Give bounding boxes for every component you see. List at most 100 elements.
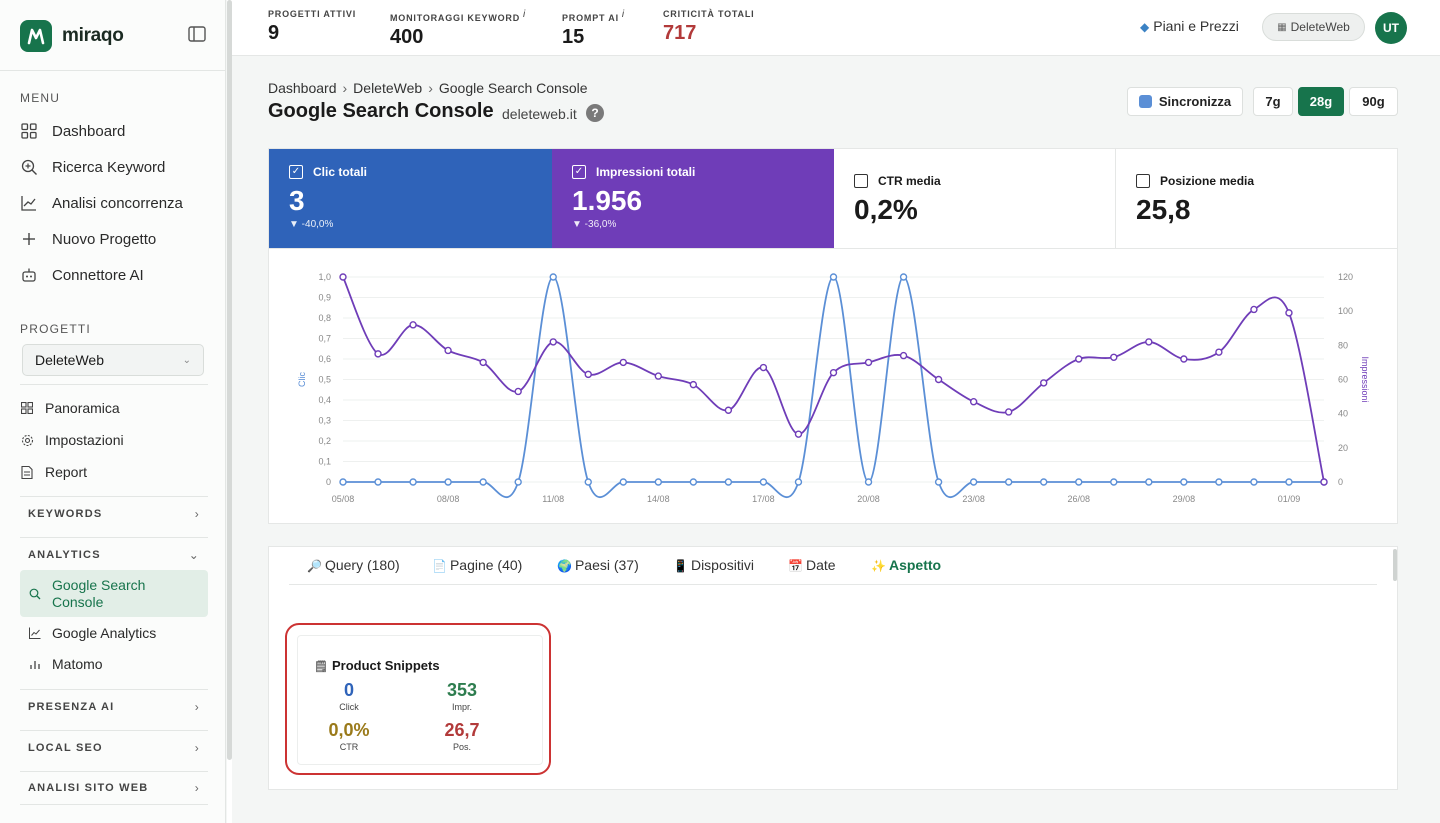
stat-criticita-totali: CRITICITÀ TOTALI 717 xyxy=(663,9,754,45)
breadcrumb-item[interactable]: DeleteWeb xyxy=(353,80,423,96)
card-label: CTR media xyxy=(878,174,941,188)
checkbox-checked-icon[interactable]: ✓ xyxy=(289,165,303,179)
tab-label: Paesi (37) xyxy=(574,557,639,573)
plans-link[interactable]: ◆ Piani e Prezzi xyxy=(1140,18,1239,34)
group-analytics[interactable]: ANALYTICS ⌄ xyxy=(20,537,208,571)
range-90g-button[interactable]: 90g xyxy=(1349,87,1398,116)
robot-icon xyxy=(20,266,38,284)
data-point-impressioni xyxy=(724,406,733,414)
project-switcher[interactable]: ▦ DeleteWeb xyxy=(1262,13,1365,41)
metric-label: CTR xyxy=(339,742,359,752)
tab-aspetto[interactable]: ✨ Aspetto xyxy=(871,557,941,573)
performance-chart: 1,0 0,9 0,8 0,7 0,6 0,5 0,4 0,3 0,2 0,1 0 120 100 80 6… xyxy=(268,248,1398,524)
stat-progetti-attivi: PROGETTI ATTIVI 9 xyxy=(268,9,356,45)
project-select[interactable]: DeleteWeb ⌄ xyxy=(22,344,204,376)
range-28g-button[interactable]: 28g xyxy=(1298,87,1344,116)
chevron-right-icon: › xyxy=(194,506,200,521)
sidebar-item-report[interactable]: Report xyxy=(20,458,210,486)
sidebar-item-panoramica[interactable]: Panoramica xyxy=(20,394,210,422)
card-ctr-media[interactable]: CTR media 0,2% xyxy=(834,149,1116,248)
checkbox-icon[interactable] xyxy=(854,174,868,188)
sidebar-item-google-analytics[interactable]: Google Analytics xyxy=(20,622,208,644)
y-tick-left: 1,0 xyxy=(318,272,331,282)
data-point-clic xyxy=(1004,478,1013,486)
breadcrumb-item: Google Search Console xyxy=(438,80,588,96)
data-point-clic xyxy=(1075,478,1083,486)
group-presenza-ai[interactable]: PRESENZA AI › xyxy=(20,689,208,723)
scrollbar-thumb[interactable] xyxy=(227,0,232,760)
brand[interactable]: miraqo xyxy=(20,20,124,52)
sidebar-item-dashboard[interactable]: Dashboard xyxy=(20,117,210,145)
avatar[interactable]: UT xyxy=(1375,12,1407,44)
project-pill-label: DeleteWeb xyxy=(1290,20,1350,34)
miraqo-logo-icon xyxy=(20,20,52,52)
y-tick-right: 0 xyxy=(1338,477,1343,487)
sidebar-item-connettore-ai[interactable]: Connettore AI xyxy=(20,261,210,289)
metric-value: 0,0% xyxy=(328,720,370,740)
tab-date[interactable]: 📅 Date xyxy=(788,557,836,573)
sidebar-item-google-search-console[interactable]: Google Search Console xyxy=(20,570,208,617)
tab-query[interactable]: 🔎 Query (180) xyxy=(307,557,400,573)
card-impressioni-totali[interactable]: ✓ Impressioni totali 1.956 ▼ -36,0% xyxy=(552,149,834,248)
chevron-right-icon: › xyxy=(194,740,200,755)
sidebar-item-analisi-concorrenza[interactable]: Analisi concorrenza xyxy=(20,189,210,217)
y-tick-right: 100 xyxy=(1338,306,1353,316)
data-point-impressioni xyxy=(374,350,382,358)
chevron-right-icon: › xyxy=(194,781,200,795)
tab-pagine[interactable]: 📄 Pagine (40) xyxy=(432,557,522,573)
data-point-impressioni xyxy=(514,387,522,396)
sidebar-item-label: Analisi concorrenza xyxy=(52,194,183,212)
card-posizione-media[interactable]: Posizione media 25,8 xyxy=(1116,149,1398,248)
breadcrumb-item[interactable]: Dashboard xyxy=(268,80,337,96)
data-point-clic xyxy=(339,478,347,486)
sidebar-item-label: Impostazioni xyxy=(45,432,124,448)
data-point-impressioni xyxy=(479,358,487,367)
group-local-seo[interactable]: LOCAL SEO › xyxy=(20,730,208,764)
sidebar-item-nuovo-progetto[interactable]: Nuovo Progetto xyxy=(20,225,210,253)
sidebar-item-matomo[interactable]: Matomo xyxy=(20,653,208,675)
sidebar-item-ricerca-keyword[interactable]: Ricerca Keyword xyxy=(20,153,210,181)
card-value: 0,2% xyxy=(854,194,918,225)
tab-scrollbar[interactable] xyxy=(1393,549,1397,581)
tab-paesi[interactable]: 🌍 Paesi (37) xyxy=(557,557,639,573)
tab-dispositivi[interactable]: 📱 Dispositivi xyxy=(673,557,754,573)
sidebar-item-label: Google Analytics xyxy=(52,625,157,641)
bar-chart-icon xyxy=(28,657,42,671)
sidebar-toggle-icon[interactable] xyxy=(188,26,208,44)
data-point-clic xyxy=(584,478,592,486)
sidebar-scrollbar[interactable] xyxy=(227,0,232,823)
data-point-clic xyxy=(934,478,943,486)
help-icon[interactable]: ? xyxy=(586,104,604,122)
group-label: LOCAL SEO xyxy=(28,741,103,754)
sync-button[interactable]: Sincronizza xyxy=(1127,87,1243,116)
stat-value: 9 xyxy=(268,22,280,44)
stat-value: 717 xyxy=(663,22,697,44)
stat-label: PROMPT AI xyxy=(562,13,619,23)
site-domain: deleteweb.it xyxy=(502,106,577,122)
sidebar: miraqo MENU Dashboard Ricerca Keyword An… xyxy=(0,0,226,823)
group-analisi-sito-web[interactable]: ANALISI SITO WEB › xyxy=(20,771,208,805)
stat-prompt-ai: PROMPT AI i 15 xyxy=(562,9,625,49)
sidebar-item-impostazioni[interactable]: Impostazioni xyxy=(20,426,210,454)
data-point-clic xyxy=(689,478,698,486)
grid-icon xyxy=(20,122,38,140)
range-7g-button[interactable]: 7g xyxy=(1253,87,1293,116)
brand-name: miraqo xyxy=(62,25,124,46)
data-point-clic xyxy=(724,478,733,486)
info-icon[interactable]: i xyxy=(523,9,527,20)
card-clic-totali[interactable]: ✓ Clic totali 3 ▼ -40,0% xyxy=(269,149,552,248)
data-point-clic xyxy=(794,478,803,486)
x-tick: 08/08 xyxy=(437,494,460,504)
checkbox-icon[interactable] xyxy=(1136,174,1150,188)
product-snippets-card: 🗒 Product Snippets 0 Click 353 Impr. 0,0%… xyxy=(285,623,551,775)
tab-label: Query (180) xyxy=(324,557,400,573)
card-delta: ▼ -36,0% xyxy=(572,219,617,230)
y-tick-left: 0,5 xyxy=(318,375,331,385)
sidebar-item-label: Dashboard xyxy=(52,122,126,140)
stat-monitoraggi-keyword: MONITORAGGI KEYWORD i 400 xyxy=(390,9,526,49)
y-tick-right: 60 xyxy=(1338,375,1348,385)
group-keywords[interactable]: KEYWORDS › xyxy=(20,496,208,530)
checkbox-checked-icon[interactable]: ✓ xyxy=(572,165,586,179)
tab-label: Dispositivi xyxy=(690,557,754,573)
info-icon[interactable]: i xyxy=(621,9,625,20)
